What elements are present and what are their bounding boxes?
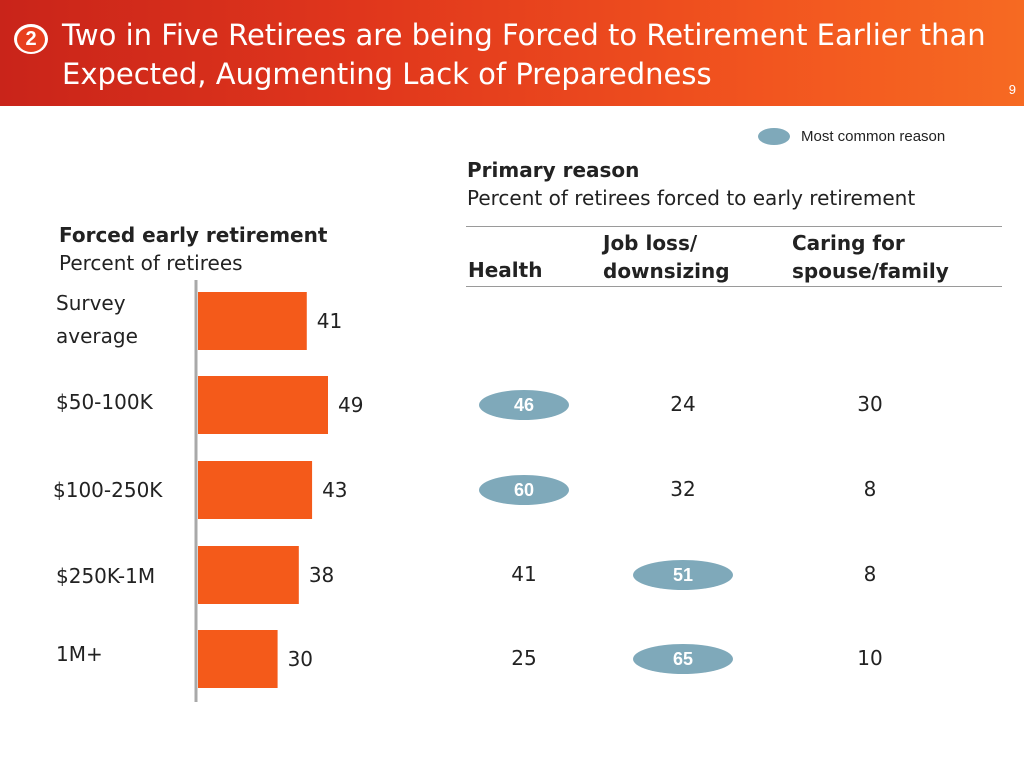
category-label: 1M+	[56, 642, 103, 666]
table-cell: 8	[863, 562, 877, 586]
category-label: $250K-1M	[56, 564, 156, 588]
legend: Most common reason	[758, 126, 945, 146]
legend-marker-icon	[758, 127, 790, 145]
table-cell: 24	[670, 392, 696, 416]
section-number: 2	[17, 26, 45, 52]
table-header-rule	[466, 286, 1002, 287]
table-cell: 41	[511, 562, 537, 586]
table-cell: 8	[863, 477, 877, 501]
table-subtitle: Percent of retirees forced to early reti…	[467, 186, 916, 210]
bar-value-label: 41	[316, 309, 343, 333]
bar-value-label: 38	[308, 563, 335, 587]
bar-value-label: 43	[322, 478, 348, 502]
bar	[198, 546, 299, 604]
column-header-health: Health	[468, 258, 543, 282]
slide-title: Two in Five Retirees are being Forced to…	[62, 18, 986, 91]
table-title: Primary reason	[467, 158, 640, 182]
table-cell: 32	[670, 477, 696, 501]
bar	[198, 630, 278, 688]
bar-value-label: 30	[287, 647, 314, 671]
highlighted-cell: 51	[633, 560, 733, 590]
bar-value-label: 49	[338, 393, 364, 417]
table-cell: 25	[511, 646, 537, 670]
highlighted-cell: 60	[479, 475, 569, 505]
category-label: Survey average	[56, 291, 138, 348]
chart-title: Forced early retirement	[59, 223, 328, 247]
chart-subtitle: Percent of retirees	[59, 251, 243, 275]
legend-label: Most common reason	[801, 127, 946, 145]
column-header-caring: Caring for spouse/family	[792, 231, 949, 283]
highlighted-cell: 46	[479, 390, 569, 420]
column-header-job-loss: Job loss/ downsizing	[603, 231, 730, 283]
page-number: 9	[1008, 82, 1016, 97]
bar	[198, 376, 328, 434]
table-cell: 30	[857, 392, 883, 416]
category-label: $50-100K	[56, 390, 153, 414]
title-banner: 2 Two in Five Retirees are being Forced …	[0, 0, 1024, 106]
category-label: $100-250K	[53, 478, 163, 502]
table-top-rule	[466, 226, 1002, 227]
bar	[198, 461, 313, 519]
highlighted-cell: 65	[633, 644, 733, 674]
chart-heading: Forced early retirement Percent of retir…	[59, 221, 389, 277]
table-cell: 10	[857, 646, 883, 670]
section-number-badge: 2	[14, 24, 48, 54]
bar	[198, 292, 307, 350]
table-heading: Primary reason Percent of retirees force…	[467, 156, 1017, 212]
